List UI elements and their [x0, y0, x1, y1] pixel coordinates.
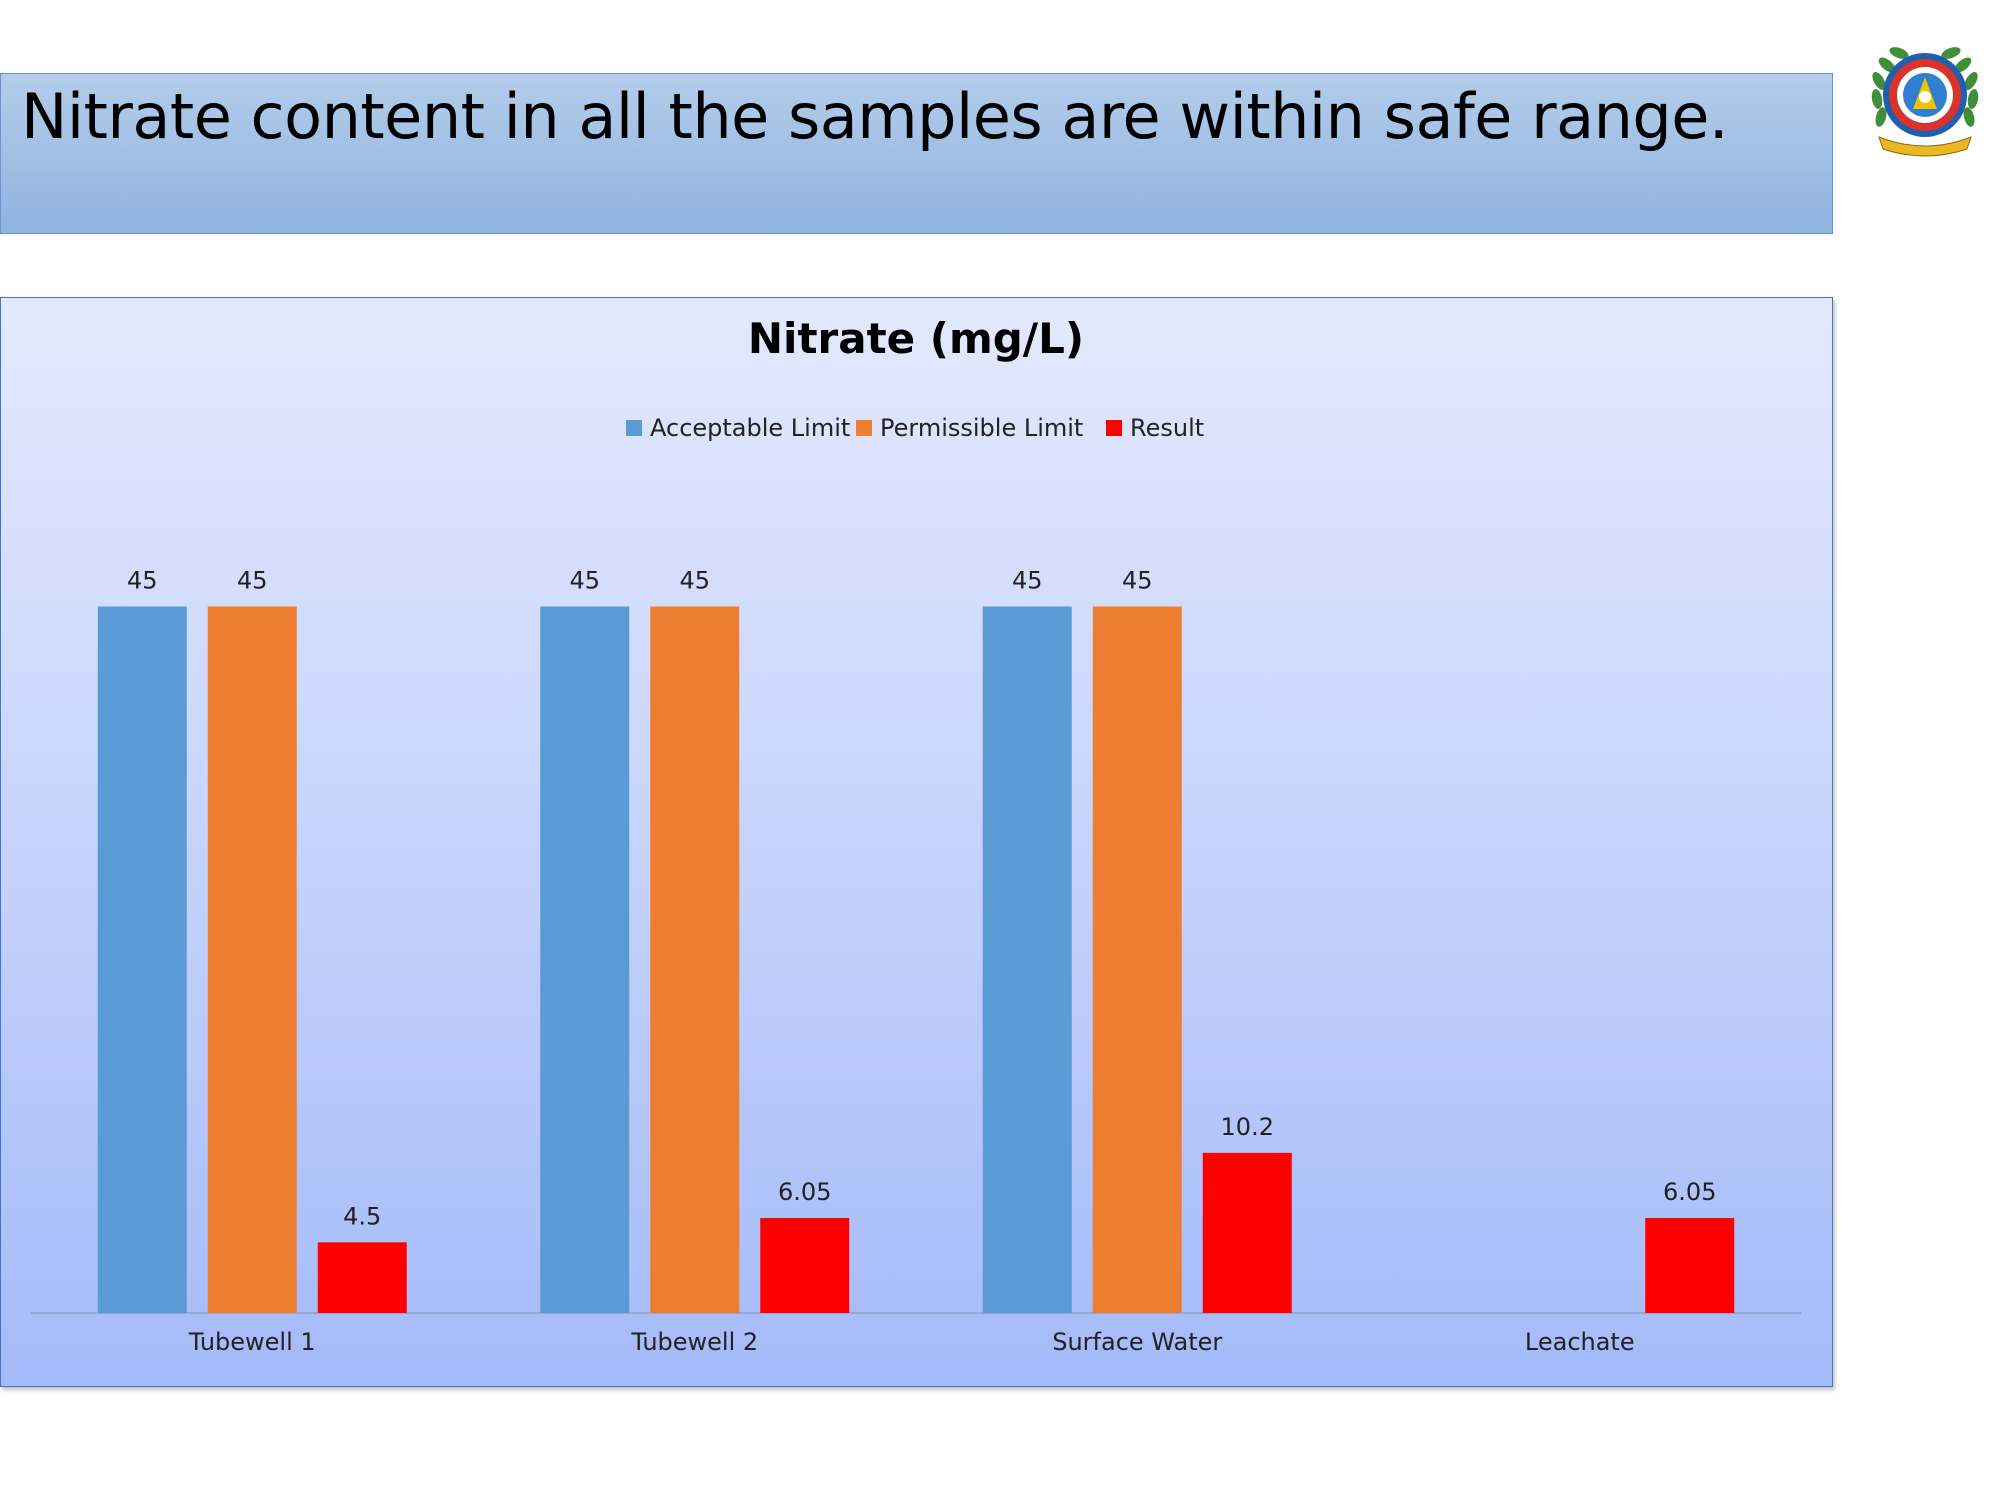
bar-1-3 — [982, 606, 1072, 1313]
data-label-group: 45 45 4.5 45 45 6.05 45 45 10.2 6.05 — [127, 567, 1716, 1231]
bar-1-2 — [540, 606, 630, 1313]
bar-2-1 — [207, 606, 297, 1313]
data-label-3-2: 6.05 — [778, 1178, 831, 1206]
chart-panel: Nitrate (mg/L) Acceptable Limit Permissib… — [0, 297, 1833, 1387]
bar-2-2 — [650, 606, 740, 1313]
x-tick-label-group: Tubewell 1 Tubewell 2 Surface Water Leachat… — [188, 1328, 1635, 1356]
data-label-2-1: 45 — [237, 567, 268, 595]
data-label-1-3: 45 — [1012, 567, 1043, 595]
bar-2-3 — [1092, 606, 1182, 1313]
bar-group — [97, 606, 1735, 1313]
data-label-1-2: 45 — [569, 567, 600, 595]
x-tick-label-1: Tubewell 1 — [188, 1328, 316, 1356]
legend-label-3: Result — [1130, 414, 1204, 442]
nitrate-bar-chart: Nitrate (mg/L) Acceptable Limit Permissib… — [31, 314, 1801, 1356]
slide-heading: Nitrate content in all the samples are w… — [21, 80, 1729, 153]
bar-3-2 — [760, 1218, 850, 1313]
data-label-3-3: 10.2 — [1221, 1113, 1274, 1141]
slide-title-banner: Nitrate content in all the samples are w… — [0, 73, 1833, 234]
institute-emblem-icon — [1871, 47, 1979, 157]
data-label-3-1: 4.5 — [343, 1202, 381, 1230]
bar-1-1 — [97, 606, 187, 1313]
data-label-3-4: 6.05 — [1663, 1178, 1716, 1206]
x-tick-label-3: Surface Water — [1052, 1328, 1222, 1356]
data-label-1-1: 45 — [127, 567, 158, 595]
x-tick-label-4: Leachate — [1525, 1328, 1635, 1356]
legend-label-2: Permissible Limit — [880, 414, 1083, 442]
chart-legend: Acceptable Limit Permissible Limit Result — [626, 414, 1204, 442]
bar-3-1 — [317, 1242, 407, 1313]
chart-title: Nitrate (mg/L) — [748, 314, 1084, 363]
legend-swatch-2 — [856, 420, 872, 436]
x-tick-label-2: Tubewell 2 — [630, 1328, 758, 1356]
bar-3-3 — [1202, 1152, 1292, 1313]
legend-swatch-1 — [626, 420, 642, 436]
legend-label-1: Acceptable Limit — [650, 414, 850, 442]
data-label-2-3: 45 — [1122, 567, 1153, 595]
legend-swatch-3 — [1106, 420, 1122, 436]
data-label-2-2: 45 — [679, 567, 710, 595]
bar-3-4 — [1645, 1218, 1735, 1313]
